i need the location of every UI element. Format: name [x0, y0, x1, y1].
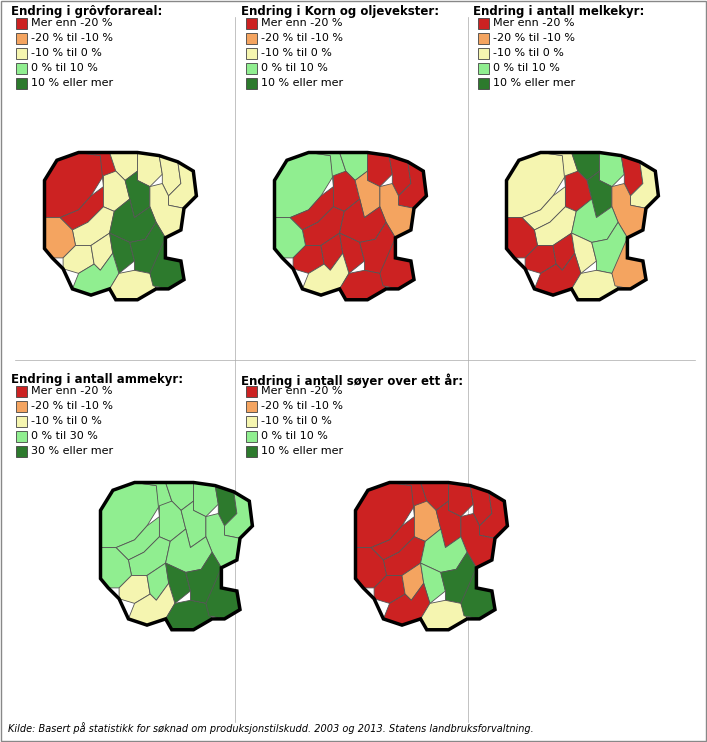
Polygon shape [566, 171, 592, 211]
Polygon shape [147, 563, 169, 600]
Polygon shape [134, 482, 172, 516]
Bar [246, 416, 257, 427]
Text: Endring i antall søyer over ett år:: Endring i antall søyer over ett år: [241, 373, 463, 387]
Polygon shape [612, 183, 646, 237]
Text: 0 % til 10 %: 0 % til 10 % [493, 63, 560, 73]
Text: Mer enn -20 %: Mer enn -20 % [31, 386, 112, 396]
Text: 0 % til 10 %: 0 % til 10 % [261, 431, 328, 441]
Polygon shape [225, 492, 252, 538]
Text: -20 % til -10 %: -20 % til -10 % [261, 401, 343, 411]
Bar [246, 63, 257, 74]
Polygon shape [440, 552, 477, 603]
Text: 0 % til 30 %: 0 % til 30 % [31, 431, 98, 441]
Polygon shape [421, 600, 467, 630]
Polygon shape [360, 223, 395, 273]
Polygon shape [165, 563, 190, 603]
Polygon shape [100, 548, 132, 588]
Bar [16, 33, 27, 44]
Text: -20 % til -10 %: -20 % til -10 % [31, 33, 113, 43]
Polygon shape [125, 171, 150, 217]
Polygon shape [159, 156, 181, 196]
Polygon shape [522, 186, 566, 230]
Text: Mer enn -20 %: Mer enn -20 % [261, 386, 342, 396]
Polygon shape [621, 156, 643, 196]
Bar [478, 18, 489, 29]
Polygon shape [534, 253, 581, 295]
Polygon shape [339, 233, 364, 273]
Text: 0 % til 10 %: 0 % til 10 % [31, 63, 98, 73]
Polygon shape [321, 233, 343, 270]
Polygon shape [371, 516, 414, 560]
Polygon shape [78, 153, 116, 186]
Polygon shape [45, 217, 76, 258]
Polygon shape [150, 237, 184, 289]
Polygon shape [571, 199, 618, 243]
Bar [478, 63, 489, 74]
Polygon shape [274, 217, 305, 258]
Polygon shape [402, 563, 423, 600]
Polygon shape [103, 171, 130, 211]
Polygon shape [72, 253, 119, 295]
Polygon shape [506, 153, 566, 217]
Polygon shape [130, 223, 165, 273]
Polygon shape [110, 153, 137, 180]
Polygon shape [631, 162, 658, 209]
Bar [16, 63, 27, 74]
Polygon shape [339, 153, 368, 180]
Bar [16, 416, 27, 427]
Polygon shape [356, 482, 414, 548]
Polygon shape [110, 270, 156, 300]
Polygon shape [72, 207, 115, 246]
Polygon shape [303, 207, 344, 246]
Polygon shape [383, 536, 425, 576]
Text: Endring i antall melkekyr:: Endring i antall melkekyr: [473, 5, 644, 18]
Text: Kilde: Basert på statistikk for søknad om produksjonstilskudd. 2003 og 2013. Sta: Kilde: Basert på statistikk for søknad o… [8, 722, 534, 734]
Text: Endring i grôvforareal:: Endring i grôvforareal: [11, 5, 163, 18]
Polygon shape [571, 233, 597, 273]
Polygon shape [414, 501, 440, 542]
Bar [16, 386, 27, 397]
Polygon shape [421, 563, 445, 603]
Polygon shape [380, 237, 414, 289]
Bar [246, 446, 257, 457]
Bar [478, 78, 489, 89]
Text: 10 % eller mer: 10 % eller mer [31, 78, 113, 88]
Bar [16, 78, 27, 89]
Text: Mer enn -20 %: Mer enn -20 % [31, 18, 112, 28]
Bar [246, 18, 257, 29]
Polygon shape [159, 501, 186, 542]
Polygon shape [368, 153, 392, 186]
Bar [16, 48, 27, 59]
Polygon shape [165, 529, 212, 572]
Polygon shape [165, 600, 212, 630]
Bar [246, 33, 257, 44]
Bar [246, 431, 257, 442]
Text: 0 % til 10 %: 0 % til 10 % [261, 63, 328, 73]
Polygon shape [110, 233, 134, 273]
Polygon shape [534, 207, 576, 246]
Polygon shape [506, 217, 537, 258]
Polygon shape [448, 482, 473, 516]
Polygon shape [541, 153, 578, 186]
Polygon shape [334, 171, 360, 211]
Polygon shape [215, 485, 237, 526]
Polygon shape [168, 162, 197, 209]
Polygon shape [380, 183, 414, 237]
Text: 30 % eller mer: 30 % eller mer [31, 446, 113, 456]
Polygon shape [110, 199, 156, 243]
Text: 10 % eller mer: 10 % eller mer [493, 78, 575, 88]
Text: -10 % til 0 %: -10 % til 0 % [493, 48, 564, 58]
Polygon shape [374, 576, 405, 603]
Polygon shape [63, 246, 94, 273]
Polygon shape [571, 270, 618, 300]
Bar [16, 431, 27, 442]
Polygon shape [293, 246, 324, 273]
Polygon shape [355, 171, 380, 217]
Polygon shape [479, 492, 508, 538]
Polygon shape [60, 186, 103, 230]
Polygon shape [553, 233, 575, 270]
Polygon shape [461, 568, 495, 619]
Text: -10 % til 0 %: -10 % til 0 % [261, 48, 332, 58]
Text: -10 % til 0 %: -10 % til 0 % [31, 416, 102, 426]
